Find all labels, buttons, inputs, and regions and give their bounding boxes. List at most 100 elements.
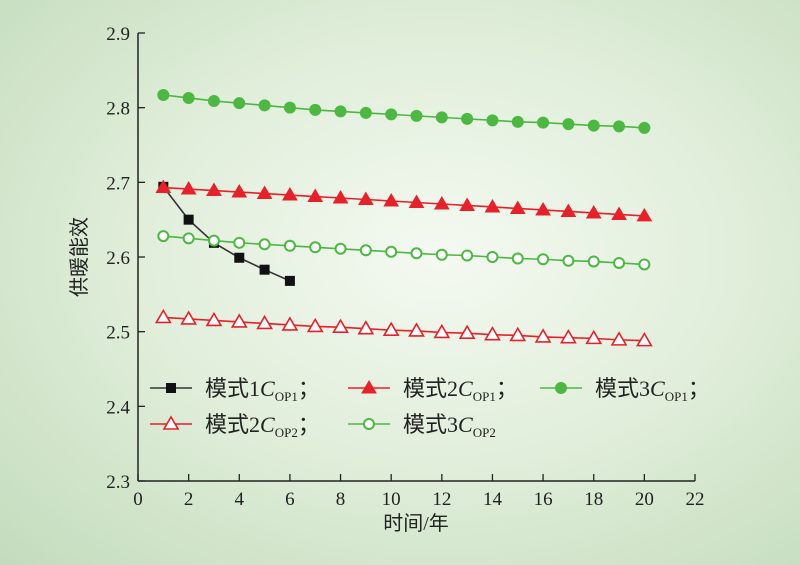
series-layer — [154, 88, 653, 347]
data-point — [613, 256, 626, 269]
series-5 — [157, 230, 651, 271]
data-point — [309, 103, 322, 116]
data-point — [408, 194, 425, 208]
data-point — [258, 238, 271, 251]
data-point — [306, 317, 324, 333]
legend-marker — [162, 415, 180, 430]
data-point — [560, 329, 577, 344]
series-line — [162, 186, 291, 282]
data-point — [435, 111, 448, 124]
data-point — [562, 254, 575, 267]
x-tick-label: 16 — [534, 489, 553, 510]
legend-item-5: 模式3COP2 — [348, 412, 496, 440]
data-point — [486, 114, 499, 127]
data-point — [410, 109, 423, 122]
data-point — [233, 97, 246, 110]
data-point — [435, 248, 448, 261]
y-tick-label: 2.4 — [106, 397, 130, 418]
x-tick-label: 8 — [336, 489, 346, 510]
data-point — [585, 204, 602, 219]
data-point — [459, 197, 476, 211]
data-point — [534, 328, 552, 343]
legend-label: 模式1COP1； — [205, 376, 320, 404]
data-point — [484, 198, 501, 213]
data-point — [207, 234, 220, 247]
data-point — [309, 241, 322, 254]
y-axis-label: 供暖能效 — [68, 217, 91, 297]
y-tick-label: 2.6 — [106, 248, 130, 269]
data-point — [157, 88, 170, 101]
series-3 — [157, 88, 651, 134]
y-tick-label: 2.5 — [106, 323, 130, 344]
data-point — [537, 253, 550, 266]
data-point — [357, 320, 375, 335]
y-tick-label: 2.7 — [106, 173, 130, 194]
legend-marker — [555, 382, 567, 394]
x-tick-label: 12 — [432, 489, 451, 510]
x-tick-label: 20 — [635, 489, 654, 510]
data-point — [207, 94, 220, 107]
data-point — [461, 249, 474, 262]
data-point — [182, 232, 195, 245]
legend-marker — [363, 418, 375, 430]
data-point — [410, 247, 423, 260]
data-point — [307, 188, 324, 203]
data-point — [613, 120, 626, 133]
data-point — [585, 329, 603, 345]
x-tick-label: 18 — [584, 489, 603, 510]
legend-item-1: 模式1COP1； — [150, 376, 320, 404]
data-point — [509, 326, 527, 342]
data-point — [587, 255, 600, 268]
legend-label: 模式2COP1； — [403, 376, 518, 404]
data-point — [560, 203, 577, 217]
data-point — [408, 322, 425, 337]
data-point — [231, 184, 248, 198]
data-point — [359, 244, 372, 257]
data-point — [332, 190, 349, 204]
data-point — [511, 252, 524, 265]
data-point — [157, 230, 170, 243]
x-axis-label: 时间/年 — [383, 512, 449, 535]
data-point — [484, 326, 501, 341]
data-point — [258, 99, 271, 112]
y-tick-label: 2.8 — [106, 99, 130, 120]
legend-item-2: 模式2COP1； — [348, 376, 518, 404]
data-point — [259, 264, 270, 275]
data-point — [256, 185, 273, 200]
axes: 0 2 4 6 8 10 12 14 16 18 20 22 2.3 2.4 2.5 2.6 2.7 2.8 2.9 — [106, 24, 704, 510]
legend-item-3: 模式3COP1； — [540, 376, 710, 404]
x-tick-label: 6 — [285, 489, 295, 510]
data-point — [154, 308, 172, 324]
data-point — [206, 182, 222, 197]
data-point — [334, 242, 347, 255]
data-point — [281, 316, 299, 331]
data-point — [283, 239, 296, 252]
data-point — [562, 118, 575, 131]
data-point — [234, 252, 245, 263]
data-point — [155, 179, 172, 194]
data-point — [610, 331, 628, 346]
x-tick-label: 4 — [235, 489, 245, 510]
data-point — [230, 313, 248, 328]
data-point — [180, 181, 197, 195]
series-2 — [155, 179, 653, 222]
data-point — [383, 193, 400, 207]
series-4 — [154, 308, 653, 347]
data-point — [256, 314, 273, 330]
y-tick-label: 2.3 — [106, 472, 130, 493]
data-point — [205, 311, 223, 327]
data-point — [638, 121, 651, 134]
x-tick-label: 14 — [483, 489, 503, 510]
data-point — [283, 101, 296, 114]
data-point — [587, 119, 600, 132]
data-point — [357, 191, 374, 206]
data-point — [182, 91, 195, 104]
data-point — [284, 275, 295, 286]
data-point — [433, 323, 451, 339]
data-point — [635, 332, 653, 347]
data-point — [183, 214, 194, 225]
data-point — [233, 236, 246, 249]
data-point — [638, 258, 651, 271]
data-point — [385, 245, 398, 258]
